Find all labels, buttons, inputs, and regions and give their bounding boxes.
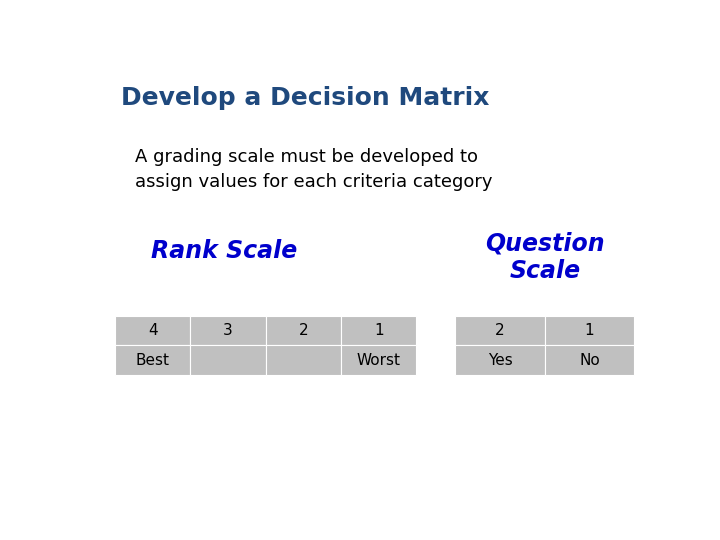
- Text: 4: 4: [148, 323, 158, 339]
- Bar: [266, 316, 341, 346]
- Bar: [545, 316, 634, 346]
- Text: 3: 3: [223, 323, 233, 339]
- Text: 1: 1: [585, 323, 594, 339]
- Bar: [341, 346, 416, 375]
- Text: Worst: Worst: [357, 353, 401, 368]
- Bar: [115, 316, 190, 346]
- Text: Yes: Yes: [487, 353, 513, 368]
- Text: 2: 2: [299, 323, 308, 339]
- Text: Develop a Decision Matrix: Develop a Decision Matrix: [121, 85, 489, 110]
- Bar: [190, 346, 266, 375]
- Text: 1: 1: [374, 323, 384, 339]
- Text: Rank Scale: Rank Scale: [150, 239, 297, 264]
- Text: 2: 2: [495, 323, 505, 339]
- Bar: [456, 346, 545, 375]
- Bar: [266, 346, 341, 375]
- Bar: [456, 316, 545, 346]
- Text: A grading scale must be developed to
assign values for each criteria category: A grading scale must be developed to ass…: [135, 148, 492, 191]
- Bar: [190, 316, 266, 346]
- Bar: [341, 316, 416, 346]
- Bar: [115, 346, 190, 375]
- Text: No: No: [579, 353, 600, 368]
- Text: Best: Best: [136, 353, 170, 368]
- Bar: [545, 346, 634, 375]
- Text: Question
Scale: Question Scale: [485, 231, 605, 283]
